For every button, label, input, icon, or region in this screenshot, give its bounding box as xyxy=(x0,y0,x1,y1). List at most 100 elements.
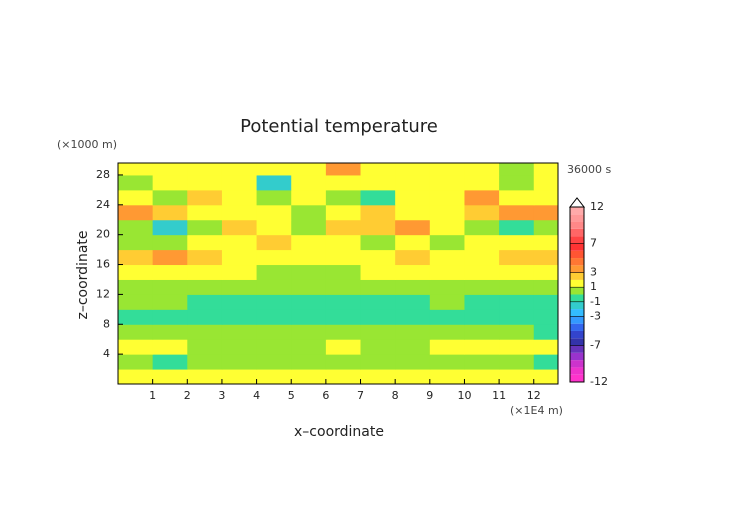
field-cell xyxy=(533,264,559,280)
field-cell xyxy=(256,204,292,221)
field-cell xyxy=(360,163,396,176)
field-cell xyxy=(429,234,465,251)
field-cell xyxy=(429,174,465,191)
field-cell xyxy=(291,174,327,191)
field-cell xyxy=(152,204,188,221)
field-cell xyxy=(360,309,396,325)
colorbar-bin xyxy=(570,360,584,368)
field-cell xyxy=(395,204,431,221)
y-unit: (×1000 m) xyxy=(57,138,117,151)
field-cell xyxy=(152,234,188,251)
field-cell xyxy=(152,339,188,355)
x-tick-label: 8 xyxy=(392,389,399,402)
field-cell xyxy=(395,264,431,280)
x-tick-label: 5 xyxy=(288,389,295,402)
field-cell xyxy=(187,204,223,221)
field-cell xyxy=(118,324,154,340)
field-cell xyxy=(256,279,292,295)
field-cell xyxy=(325,279,362,295)
field-cell xyxy=(464,354,500,370)
colorbar-bin xyxy=(570,279,584,288)
field-cell xyxy=(533,309,559,325)
field-cell xyxy=(256,219,292,236)
field-cell xyxy=(152,324,188,340)
field-cell xyxy=(360,354,396,370)
colorbar-bin xyxy=(570,265,584,273)
x-tick-label: 11 xyxy=(492,389,506,402)
colorbar-tick-label: -12 xyxy=(590,375,608,388)
field-cell xyxy=(152,174,188,191)
field-cell xyxy=(221,339,258,355)
field-cell xyxy=(291,249,327,266)
field-cell xyxy=(325,354,362,370)
field-cell xyxy=(533,204,559,221)
field-cell xyxy=(429,339,465,355)
colorbar-bin xyxy=(570,323,584,331)
field-cell xyxy=(533,174,559,191)
colorbar-tick-label: 1 xyxy=(590,280,597,293)
field-cell xyxy=(464,163,500,176)
field-cell xyxy=(499,219,535,236)
chart-title: Potential temperature xyxy=(240,116,438,137)
field-cell xyxy=(533,324,559,340)
field-cell xyxy=(360,279,396,295)
field-cell xyxy=(325,249,362,266)
field-cell xyxy=(533,354,559,370)
field-cell xyxy=(499,249,535,266)
field-cell xyxy=(291,294,327,310)
field-cell xyxy=(221,324,258,340)
colorbar-bin xyxy=(570,352,584,361)
field-cell xyxy=(221,234,258,251)
field-cell xyxy=(395,163,431,176)
field-cell xyxy=(395,339,431,355)
field-cell xyxy=(464,189,500,206)
field-cell xyxy=(325,369,362,385)
field-cell xyxy=(464,219,500,236)
field-cell xyxy=(291,309,327,325)
y-tick-label: 16 xyxy=(96,258,110,271)
field-cell xyxy=(360,174,396,191)
field-cell xyxy=(499,309,535,325)
field-cell xyxy=(256,189,292,206)
field-cell xyxy=(325,219,362,236)
y-tick-label: 4 xyxy=(103,347,110,360)
field-cell xyxy=(256,369,292,385)
field-cell xyxy=(429,294,465,310)
field-cell xyxy=(118,234,154,251)
y-tick-label: 28 xyxy=(96,168,110,181)
field-cell xyxy=(325,294,362,310)
field-cell xyxy=(533,219,559,236)
field-cell xyxy=(256,234,292,251)
field-cell xyxy=(325,264,362,280)
field-cell xyxy=(187,309,223,325)
field-cell xyxy=(291,189,327,206)
field-cell xyxy=(499,189,535,206)
x-tick-label: 3 xyxy=(218,389,225,402)
field-cell xyxy=(360,339,396,355)
field-cell xyxy=(256,339,292,355)
field-cell xyxy=(291,339,327,355)
x-tick-label: 4 xyxy=(253,389,260,402)
y-tick-label: 8 xyxy=(103,317,110,330)
field-cell xyxy=(395,309,431,325)
colorbar-bin xyxy=(570,309,584,317)
colorbar-bin xyxy=(570,272,584,280)
field-cell xyxy=(533,279,559,295)
field-cell xyxy=(152,369,188,385)
colorbar-bin xyxy=(570,374,584,382)
x-tick-label: 9 xyxy=(426,389,433,402)
field-cell xyxy=(464,294,500,310)
field-cell xyxy=(429,279,465,295)
field-cell xyxy=(187,369,223,385)
field-cell xyxy=(395,234,431,251)
field-cell xyxy=(118,369,154,385)
x-tick-label: 10 xyxy=(457,389,471,402)
field-cell xyxy=(221,309,258,325)
field-cell xyxy=(118,174,154,191)
field-cell xyxy=(325,163,362,176)
field-cell xyxy=(152,249,188,266)
field-cell xyxy=(291,234,327,251)
field-cell xyxy=(499,324,535,340)
field-cell xyxy=(395,174,431,191)
field-cell xyxy=(187,219,223,236)
